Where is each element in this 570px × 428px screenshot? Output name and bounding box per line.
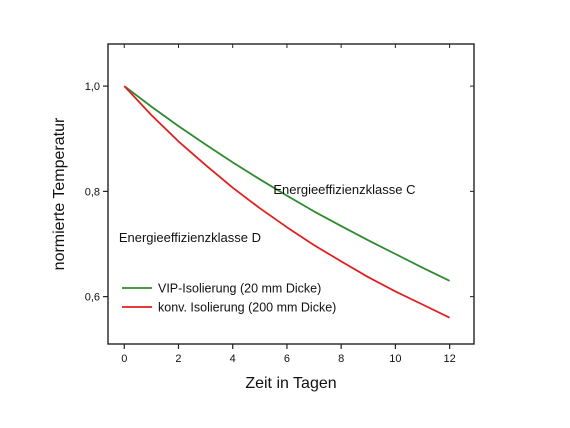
plot-frame (107, 43, 475, 345)
x-axis-ticks: 0 2 4 6 8 10 12 (121, 44, 456, 365)
series-line-1 (123, 85, 450, 282)
annotation-layer: Energieeffizienzklasse C Energieeffizienz… (119, 182, 416, 245)
plot-area: 0 2 4 6 8 10 12 0,6 0,8 1,0 Energieeffizienzklas… (85, 43, 475, 365)
x-tick-label: 8 (338, 353, 344, 365)
x-axis-title: Zeit in Tagen (245, 375, 336, 392)
series-layer (123, 85, 450, 319)
annotation-label: Energieeffizienzklasse C (273, 182, 415, 197)
x-tick-label: 2 (175, 353, 181, 365)
y-axis-ticks: 0,6 0,8 1,0 (85, 81, 474, 304)
x-tick-label: 6 (284, 353, 290, 365)
annotation-label: Energieeffizienzklasse D (119, 230, 261, 245)
y-tick-label: 0,8 (85, 186, 100, 198)
y-tick-label: 1,0 (85, 81, 100, 93)
legend: VIP-Isolierung (20 mm Dicke) konv. Isolie… (122, 282, 336, 315)
y-axis-title: normierte Temperatur (51, 117, 68, 270)
x-tick-label: 4 (230, 353, 236, 365)
x-tick-label: 12 (443, 353, 455, 365)
series-line-2 (123, 85, 450, 319)
x-tick-label: 10 (389, 353, 401, 365)
x-tick-label: 0 (121, 353, 127, 365)
legend-label: VIP-Isolierung (20 mm Dicke) (158, 282, 321, 296)
y-tick-label: 0,6 (85, 292, 100, 304)
legend-label: konv. Isolierung (200 mm Dicke) (158, 301, 336, 315)
